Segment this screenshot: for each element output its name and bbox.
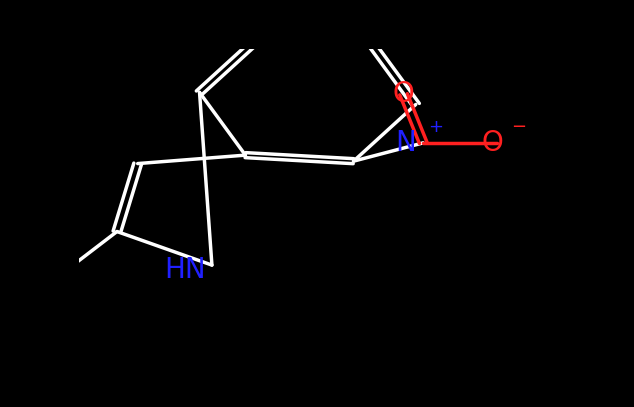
Text: O: O	[481, 129, 503, 157]
Text: N: N	[395, 129, 416, 157]
Text: O: O	[392, 80, 415, 108]
Text: +: +	[428, 118, 443, 136]
Text: −: −	[512, 118, 527, 136]
Text: HN: HN	[164, 256, 205, 284]
